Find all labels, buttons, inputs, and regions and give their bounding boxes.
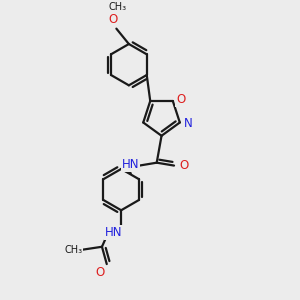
Text: N: N xyxy=(184,117,193,130)
Text: O: O xyxy=(95,266,105,279)
Text: O: O xyxy=(109,13,118,26)
Text: CH₃: CH₃ xyxy=(64,245,82,255)
Text: O: O xyxy=(179,159,188,172)
Text: HN: HN xyxy=(105,226,122,239)
Text: CH₃: CH₃ xyxy=(108,2,126,13)
Text: O: O xyxy=(176,93,185,106)
Text: HN: HN xyxy=(122,158,140,171)
